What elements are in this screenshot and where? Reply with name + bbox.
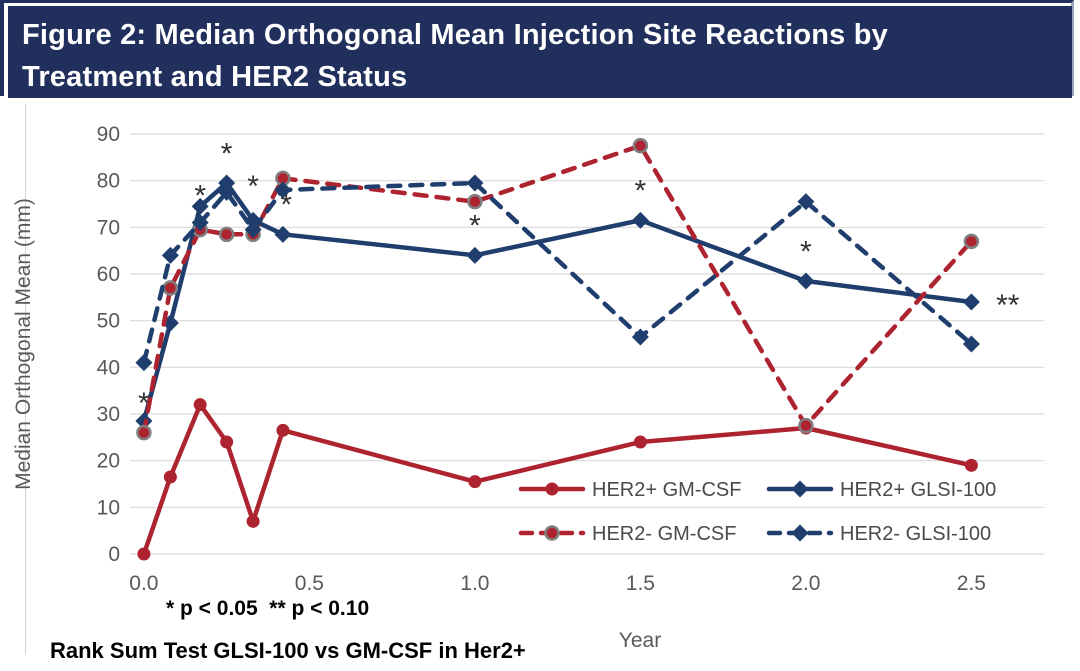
data-point-marker bbox=[137, 547, 151, 561]
data-point-marker bbox=[467, 193, 483, 210]
data-point-marker bbox=[246, 514, 260, 528]
data-point-marker bbox=[791, 524, 809, 542]
chart-canvas: 0 10 20 30 40 50 60 70 80 90 0.0 0.5 1.0 1.5 2.0 2.5 Med… bbox=[12, 123, 1044, 652]
data-point-marker bbox=[633, 435, 647, 449]
significance-asterisk: * bbox=[800, 235, 812, 268]
legend-label: HER2- GM-CSF bbox=[592, 523, 736, 545]
data-point-marker bbox=[963, 233, 980, 250]
data-point-marker bbox=[632, 137, 649, 154]
data-point-marker bbox=[244, 211, 262, 229]
significance-asterisk: * bbox=[221, 137, 233, 170]
legend-item-her2-gm-csf: HER2+ GM-CSF bbox=[518, 479, 741, 501]
significance-asterisk: * bbox=[635, 175, 647, 208]
data-point-marker bbox=[544, 525, 560, 541]
y-tick-label: 20 bbox=[97, 450, 120, 473]
data-point-marker bbox=[218, 183, 236, 201]
y-tick-label: 60 bbox=[97, 263, 120, 286]
figure-title-line1: Figure 2: Median Orthogonal Mean Injecti… bbox=[22, 19, 888, 51]
data-point-marker bbox=[276, 423, 290, 437]
legend-item-her2-glsi-100: HER2+ GLSI-100 bbox=[766, 479, 996, 501]
series-her2-glsi-100 bbox=[135, 174, 980, 372]
x-tick-label: 2.0 bbox=[791, 572, 820, 595]
x-tick-label: 1.0 bbox=[460, 572, 489, 595]
y-tick-label: 10 bbox=[97, 496, 120, 519]
legend-label: HER2+ GLSI-100 bbox=[840, 479, 996, 501]
title-frame bbox=[0, 0, 1074, 96]
significance-asterisk: * bbox=[280, 189, 292, 222]
significance-asterisk: * bbox=[469, 210, 481, 243]
y-tick-label: 50 bbox=[97, 310, 120, 333]
data-point-marker bbox=[798, 417, 814, 434]
significance-asterisk: * bbox=[247, 170, 259, 203]
legend-item-her2-glsi-100: HER2- GLSI-100 bbox=[766, 523, 991, 545]
y-tick-label: 30 bbox=[97, 403, 120, 426]
data-point-marker bbox=[191, 197, 209, 215]
significance-asterisk: * bbox=[194, 179, 206, 212]
series-her2-gm-csf bbox=[136, 137, 980, 441]
data-point-marker bbox=[468, 475, 482, 489]
data-point-marker bbox=[218, 226, 235, 243]
series-her2-glsi-100 bbox=[135, 174, 980, 430]
data-point-marker bbox=[791, 480, 809, 498]
data-point-marker bbox=[136, 424, 152, 441]
data-point-marker bbox=[274, 225, 292, 243]
data-point-marker bbox=[218, 174, 236, 192]
rank-sum-test-note: Rank Sum Test GLSI-100 vs GM-CSF in Her2… bbox=[50, 638, 526, 663]
data-point-marker bbox=[193, 398, 207, 412]
legend-label: HER2- GLSI-100 bbox=[840, 523, 991, 545]
data-point-marker bbox=[244, 221, 262, 239]
significance-note: * p < 0.05 ** p < 0.10 bbox=[166, 597, 370, 620]
chart-left-edge-line bbox=[25, 104, 26, 655]
data-point-marker bbox=[162, 280, 179, 296]
data-point-marker bbox=[274, 181, 292, 199]
significance-asterisk: ** bbox=[996, 289, 1020, 322]
y-tick-label: 40 bbox=[97, 356, 120, 379]
data-point-marker bbox=[797, 272, 815, 290]
gridlines: 0 10 20 30 40 50 60 70 80 90 bbox=[97, 123, 1044, 566]
figure-title-bar: Figure 2: Median Orthogonal Mean Injecti… bbox=[8, 6, 1072, 98]
data-point-marker bbox=[135, 354, 153, 372]
significance-markers: ********** bbox=[138, 137, 1020, 420]
data-point-marker bbox=[191, 214, 209, 232]
significance-asterisk: * bbox=[138, 387, 150, 420]
x-tick-label: 2.5 bbox=[957, 572, 986, 595]
data-point-marker bbox=[161, 246, 179, 264]
data-point-marker bbox=[466, 174, 484, 192]
data-point-marker bbox=[964, 458, 978, 472]
x-tick-label: 0.5 bbox=[295, 572, 324, 595]
data-point-marker bbox=[631, 211, 649, 229]
y-tick-label: 0 bbox=[108, 543, 120, 566]
y-tick-label: 70 bbox=[97, 216, 120, 239]
data-point-marker bbox=[163, 470, 177, 484]
series-her2-gm-csf bbox=[137, 398, 978, 561]
x-axis-title: Year bbox=[619, 629, 661, 652]
y-tick-label: 90 bbox=[97, 123, 120, 146]
y-axis-title: Median Orthogonal Mean (mm) bbox=[12, 198, 35, 490]
legend-item-her2-gm-csf: HER2- GM-CSF bbox=[518, 523, 736, 545]
legend-label: HER2+ GM-CSF bbox=[592, 479, 741, 501]
data-point-marker bbox=[797, 193, 815, 211]
data-point-marker bbox=[962, 293, 980, 311]
y-tick-label: 80 bbox=[97, 170, 120, 193]
x-tick-label: 1.5 bbox=[626, 572, 655, 595]
data-point-marker bbox=[631, 328, 649, 346]
data-point-marker bbox=[545, 482, 559, 496]
data-point-marker bbox=[962, 335, 980, 353]
data-point-marker bbox=[466, 246, 484, 264]
figure-title-line2: Treatment and HER2 Status bbox=[22, 61, 408, 93]
x-tick-label: 0.0 bbox=[129, 572, 158, 595]
x-tick-labels: 0.0 0.5 1.0 1.5 2.0 2.5 bbox=[129, 572, 986, 595]
data-point-marker bbox=[220, 435, 234, 449]
chart-legend: HER2+ GM-CSF HER2+ GLSI-100 HER2- GM-CSF HE… bbox=[518, 479, 996, 545]
